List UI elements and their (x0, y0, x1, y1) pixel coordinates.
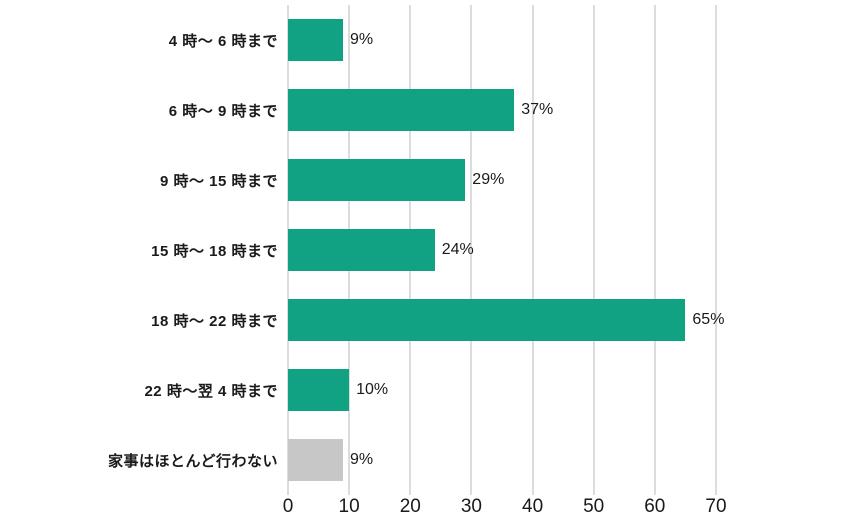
bar-rows: 4 時〜 6 時まで 9% 6 時〜 9 時まで 37% 9 時〜 15 時まで… (0, 5, 850, 495)
bar-row: 22 時〜翌 4 時まで 10% (0, 355, 850, 425)
bar-area: 24% (288, 215, 850, 285)
bar-area: 9% (288, 425, 850, 495)
category-label: 22 時〜翌 4 時まで (144, 382, 278, 400)
x-axis-tick-label: 60 (644, 496, 666, 517)
bar-area: 37% (288, 75, 850, 145)
category-label: 6 時〜 9 時まで (168, 102, 278, 120)
bar-row: 6 時〜 9 時まで 37% (0, 75, 850, 145)
bar (288, 159, 466, 201)
bar-area: 29% (288, 145, 850, 215)
gridline (592, 5, 595, 495)
gridline (470, 5, 473, 495)
x-axis-tick-label: 70 (705, 496, 727, 517)
bar (288, 369, 350, 411)
bar-row: 18 時〜 22 時まで 65% (0, 285, 850, 355)
category-label: 4 時〜 6 時まで (168, 32, 278, 50)
bar (288, 229, 435, 271)
category-label: 家事はほとんど行わない (107, 452, 278, 470)
value-label: 29% (472, 171, 505, 188)
category-label: 9 時〜 15 時まで (159, 172, 278, 190)
gridline (715, 5, 717, 495)
bar-row: 4 時〜 6 時まで 9% (0, 5, 850, 75)
bar (288, 299, 686, 341)
category-label: 15 時〜 18 時まで (151, 242, 278, 260)
bar-row: 9 時〜 15 時まで 29% (0, 145, 850, 215)
gridline (653, 5, 656, 495)
bar-area: 9% (288, 5, 850, 75)
bar-row: 家事はほとんど行わない 9% (0, 425, 850, 495)
value-label: 10% (356, 381, 389, 398)
category-label: 18 時〜 22 時まで (151, 312, 278, 330)
bar (288, 19, 343, 61)
value-label: 9% (350, 451, 374, 468)
gridline (531, 5, 534, 495)
x-axis-tick-label: 10 (338, 496, 360, 517)
bar-row: 15 時〜 18 時まで 24% (0, 215, 850, 285)
x-axis-tick-label: 40 (522, 496, 544, 517)
x-axis: 0 10 20 30 40 50 60 70 (283, 494, 727, 524)
value-label: 37% (521, 101, 554, 118)
bar-area: 10% (288, 355, 850, 425)
value-label: 9% (350, 31, 374, 48)
value-label: 65% (692, 311, 725, 328)
bar-area: 65% (288, 285, 850, 355)
x-axis-tick-label: 20 (399, 496, 421, 517)
bar (288, 439, 343, 481)
x-axis-tick-label: 0 (282, 496, 294, 517)
x-axis-tick-label: 50 (583, 496, 605, 517)
bar (288, 89, 515, 131)
value-label: 24% (441, 241, 474, 258)
x-axis-tick-label: 30 (460, 496, 482, 517)
